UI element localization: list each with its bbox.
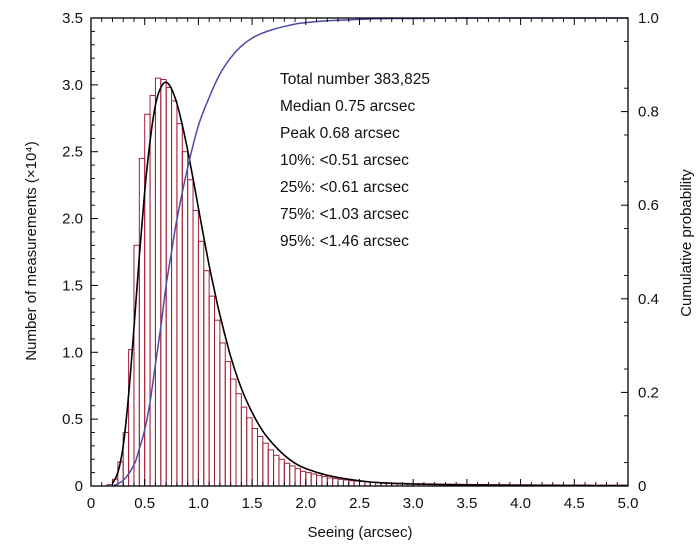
histogram-bar: [224, 361, 232, 487]
x-tick-label: 0.5: [134, 495, 155, 512]
y2-tick-label: 0: [638, 478, 646, 495]
histogram-bar: [278, 458, 285, 487]
histogram-bar: [181, 151, 189, 487]
histogram-bar: [342, 479, 350, 487]
x-tick-label: 0: [87, 495, 95, 512]
histogram-bar: [326, 477, 334, 487]
right-y-axis-ticks: 0 0.2 0.4 0.6 0.8 1.0: [621, 10, 659, 495]
stat-25-percent: 25%: <0.61 arcsec: [280, 179, 409, 196]
y-tick-label: 2.0: [62, 211, 83, 228]
summary-statistics: Total number 383,825 Median 0.75 arcsec …: [280, 71, 430, 250]
histogram-bar: [348, 480, 355, 487]
histogram-bar: [256, 436, 264, 487]
histogram-bar: [235, 393, 242, 487]
histogram-bar: [165, 87, 173, 487]
histogram-bar: [160, 79, 167, 487]
x-axis-ticks: 0 0.5 1.0 1.5 2.0 2.5 3.0 3.5 4.0 4.5 5.0: [87, 18, 639, 512]
stat-peak: Peak 0.68 arcsec: [280, 125, 400, 142]
histogram-bar: [251, 428, 258, 487]
fit-curve: [111, 81, 629, 487]
histogram-bar: [214, 319, 221, 487]
stat-75-percent: 75%: <1.03 arcsec: [280, 206, 409, 223]
histogram-bar: [149, 95, 156, 487]
histogram-bar: [197, 240, 205, 487]
histogram-bar: [321, 476, 328, 487]
y-tick-label: 3.5: [62, 10, 83, 27]
y-tick-label: 0: [75, 478, 83, 495]
histogram-bar: [176, 123, 183, 487]
x-tick-label: 3.0: [403, 495, 424, 512]
histogram-bar: [310, 473, 318, 487]
x-tick-label: 4.0: [510, 495, 531, 512]
y-tick-label: 3.0: [62, 77, 83, 94]
y-tick-label: 1.5: [62, 277, 83, 294]
y2-tick-label: 0.2: [638, 384, 659, 401]
x-tick-label: 1.5: [242, 495, 263, 512]
histogram-bar: [219, 342, 226, 487]
histogram-bar: [273, 454, 280, 487]
y-tick-label: 2.5: [62, 144, 83, 161]
histogram-bar: [267, 449, 275, 487]
histogram-bar: [203, 270, 210, 487]
histogram-bar: [337, 478, 344, 487]
x-tick-label: 4.5: [564, 495, 585, 512]
cumulative-probability-curve: [112, 17, 628, 487]
histogram-bar: [353, 480, 361, 487]
y2-tick-label: 0.6: [638, 197, 659, 214]
x-tick-label: 1.0: [188, 495, 209, 512]
histogram-bar: [299, 470, 307, 487]
y2-tick-label: 1.0: [638, 10, 659, 27]
histogram-bar: [294, 468, 301, 487]
x-tick-label: 2.0: [295, 495, 316, 512]
histogram-bar: [192, 210, 199, 487]
y2-tick-label: 0.4: [638, 291, 659, 308]
histogram-bar: [246, 417, 253, 487]
histogram-bar: [187, 179, 194, 487]
y2-tick-label: 0.8: [638, 104, 659, 121]
stat-95-percent: 95%: <1.46 arcsec: [280, 233, 409, 250]
histogram-bar: [230, 378, 237, 487]
x-axis-title: Seeing (arcsec): [307, 524, 412, 541]
histogram-bar: [240, 406, 248, 487]
histogram-bar: [208, 295, 216, 487]
x-tick-label: 2.5: [349, 495, 370, 512]
histogram-bar: [283, 462, 291, 487]
x-tick-label: 3.5: [456, 495, 477, 512]
histogram-bar: [332, 478, 339, 487]
histogram-bar: [262, 442, 269, 487]
y-tick-label: 1.0: [62, 344, 83, 361]
left-y-axis-ticks: 0 0.5 1.0 1.5 2.0 2.5 3.0 3.5: [62, 10, 98, 495]
histogram-bar: [154, 77, 162, 487]
left-y-axis-title: Number of measurements (×10⁴): [23, 141, 40, 360]
histogram-bar: [316, 474, 323, 487]
stat-median: Median 0.75 arcsec: [280, 98, 416, 115]
right-y-axis-title: Cumulative probability: [678, 169, 695, 317]
stat-10-percent: 10%: <0.51 arcsec: [280, 152, 409, 169]
stat-total: Total number 383,825: [280, 71, 430, 88]
y-tick-label: 0.5: [62, 411, 83, 428]
x-tick-label: 5.0: [618, 495, 639, 512]
histogram-bar: [171, 100, 178, 487]
histogram-bar: [305, 472, 312, 487]
histogram-bar: [289, 465, 296, 487]
